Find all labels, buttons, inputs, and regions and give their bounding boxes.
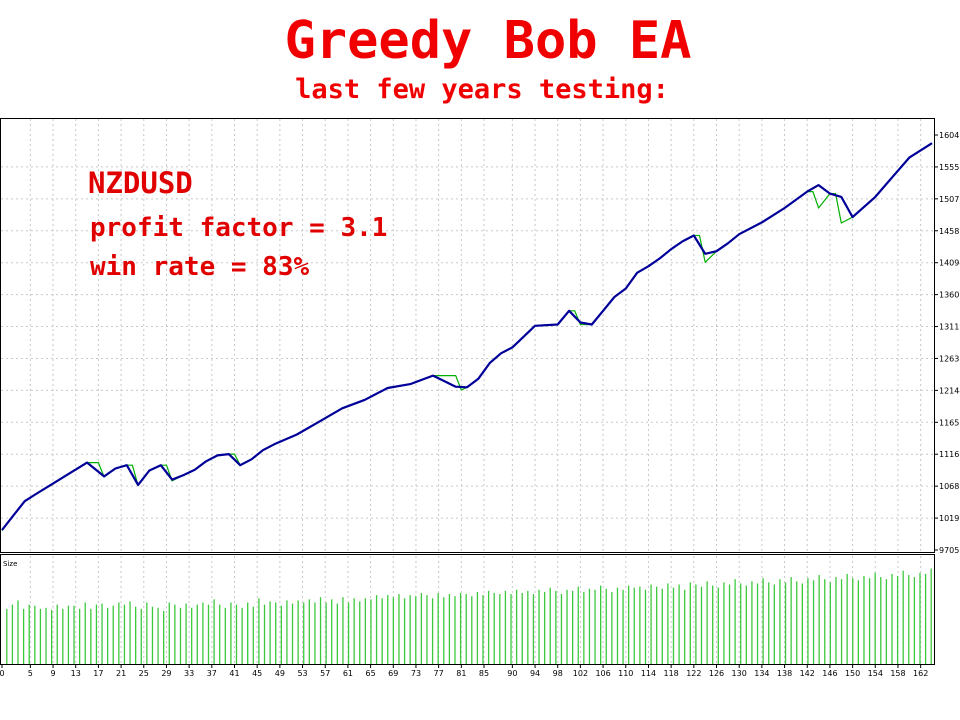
y-tick-label: 13119	[939, 323, 960, 332]
x-tick-label: 118	[664, 669, 679, 678]
volume-panel-label: Size	[3, 560, 17, 568]
x-tick-label: 73	[411, 669, 421, 678]
x-tick-label: 13	[71, 669, 81, 678]
x-tick-label: 49	[275, 669, 285, 678]
win-rate-annotation: win rate = 83%	[90, 252, 309, 282]
y-tick-label: 16045	[939, 131, 960, 140]
x-tick-label: 126	[709, 669, 724, 678]
x-tick-label: 150	[845, 669, 860, 678]
x-tick-label: 0	[0, 669, 5, 678]
y-tick-label: 15070	[939, 195, 960, 204]
x-tick-label: 114	[641, 669, 656, 678]
x-tick-label: 53	[297, 669, 307, 678]
chart-title: Greedy Bob EA	[285, 11, 692, 71]
x-tick-label: 122	[686, 669, 701, 678]
x-tick-label: 21	[116, 669, 126, 678]
x-tick-label: 146	[822, 669, 837, 678]
x-tick-label: 69	[388, 669, 398, 678]
x-tick-label: 41	[229, 669, 239, 678]
main-panel-frame	[0, 118, 935, 553]
x-tick-label: 90	[507, 669, 517, 678]
x-tick-label: 5	[28, 669, 33, 678]
x-tick-label: 142	[800, 669, 815, 678]
x-tick-label: 158	[890, 669, 905, 678]
y-tick-label: 14582	[939, 227, 960, 236]
x-tick-label: 98	[553, 669, 563, 678]
profit-factor-annotation: profit factor = 3.1	[90, 213, 387, 243]
x-tick-label: 61	[343, 669, 353, 678]
main-panel: 16045 15558 15070 14582 14094 13607 13119 12631…	[0, 118, 960, 555]
y-tick-label: 15558	[939, 163, 960, 172]
x-tick-label: 102	[573, 669, 588, 678]
y-tick-label: 11656	[939, 418, 960, 427]
x-tick-label: 85	[479, 669, 489, 678]
x-tick-label: 29	[161, 669, 171, 678]
x-tick-label: 138	[777, 669, 792, 678]
volume-panel: 0 5 9 13 17 21 25 29 33 37 41 45 49 53 57 61 65 69 73 77 81 8…	[0, 554, 935, 678]
symbol-annotation: NZDUSD	[88, 166, 193, 200]
chart-subtitle: last few years testing:	[295, 74, 669, 105]
x-tick-label: 65	[366, 669, 376, 678]
x-tick-label: 94	[530, 669, 540, 678]
x-tick-label: 25	[139, 669, 149, 678]
x-tick-label: 37	[207, 669, 217, 678]
x-tick-label: 162	[913, 669, 928, 678]
x-tick-label: 17	[93, 669, 103, 678]
x-tick-label: 110	[618, 669, 633, 678]
y-tick-label: 14094	[939, 259, 960, 268]
x-tick-label: 9	[50, 669, 55, 678]
y-tick-label: 11168	[939, 450, 960, 459]
x-tick-label: 154	[868, 669, 883, 678]
y-tick-label: 12144	[939, 386, 960, 395]
x-tick-label: 106	[595, 669, 610, 678]
x-tick-label: 45	[252, 669, 262, 678]
x-tick-label: 134	[754, 669, 769, 678]
x-tick-label: 130	[732, 669, 747, 678]
y-tick-label: 10193	[939, 514, 960, 523]
x-tick-label: 33	[184, 669, 194, 678]
x-tick-label: 57	[320, 669, 330, 678]
y-tick-label: 9705	[939, 546, 959, 555]
y-tick-label: 13607	[939, 291, 960, 300]
x-tick-label: 81	[456, 669, 466, 678]
balance-series-line	[1, 142, 933, 531]
x-tick-label: 77	[434, 669, 444, 678]
volume-panel-frame	[0, 554, 935, 665]
